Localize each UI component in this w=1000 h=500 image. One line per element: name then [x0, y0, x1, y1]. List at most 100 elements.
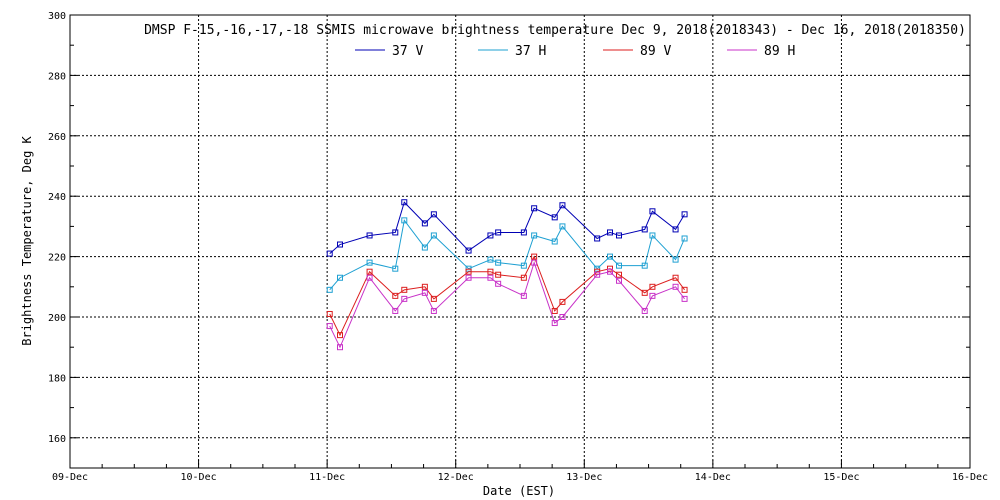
x-axis-label: Date (EST) — [483, 484, 555, 498]
data-point — [401, 217, 408, 224]
data-point — [607, 253, 613, 260]
data-point — [366, 259, 373, 266]
data-point — [551, 307, 558, 314]
data-point — [649, 283, 656, 290]
data-point — [421, 289, 428, 296]
data-point — [430, 232, 437, 239]
series-37-h — [326, 217, 688, 293]
data-point — [430, 211, 437, 218]
data-point — [487, 256, 494, 263]
axis-ticks: 160 180 200 220 240 260 280 300 09-Dec 10-Dec 11-D… — [48, 11, 988, 483]
series-group — [326, 199, 688, 351]
data-point — [337, 332, 343, 339]
data-point — [401, 286, 408, 293]
data-point — [337, 241, 343, 248]
data-point — [465, 247, 472, 254]
data-point — [465, 274, 472, 281]
data-point — [520, 229, 527, 236]
y-tick-label: 300 — [48, 11, 66, 22]
data-point — [672, 256, 679, 263]
y-tick-label: 180 — [48, 373, 66, 384]
data-point — [649, 292, 656, 299]
data-point — [520, 292, 527, 299]
series-89-v — [326, 253, 688, 339]
y-tick-label: 280 — [48, 71, 66, 82]
data-point — [531, 205, 538, 212]
data-point — [616, 271, 622, 278]
legend-label: 37 V — [392, 44, 423, 59]
x-tick-label: 09-Dec — [52, 472, 88, 483]
data-point — [594, 235, 601, 242]
data-point — [681, 286, 688, 293]
data-point — [616, 277, 622, 284]
data-point — [337, 274, 343, 281]
data-point — [531, 253, 538, 260]
series-line — [329, 219, 686, 291]
data-point — [430, 307, 437, 314]
data-point — [495, 259, 502, 266]
x-tick-label: 14-Dec — [695, 472, 731, 483]
data-point — [465, 265, 472, 272]
data-point — [401, 199, 408, 206]
grid-lines — [70, 15, 970, 468]
data-point — [607, 268, 613, 275]
data-point — [531, 259, 538, 266]
data-point — [392, 292, 399, 299]
data-point — [326, 310, 333, 317]
y-tick-label: 260 — [48, 132, 66, 143]
data-point — [649, 208, 656, 215]
data-point — [559, 202, 566, 209]
data-point — [465, 268, 472, 275]
series-89-h — [326, 259, 688, 351]
data-point — [649, 232, 656, 239]
data-point — [551, 238, 558, 245]
series-line — [329, 201, 686, 254]
series-line — [329, 261, 685, 349]
x-tick-label: 11-Dec — [309, 472, 345, 483]
data-point — [421, 220, 428, 227]
data-point — [641, 289, 648, 296]
data-point — [641, 226, 648, 233]
data-point — [551, 214, 558, 221]
data-point — [487, 232, 494, 239]
data-point — [487, 268, 494, 275]
data-point — [607, 229, 613, 236]
data-point — [672, 226, 679, 233]
data-point — [401, 295, 408, 302]
data-point — [326, 286, 333, 293]
y-tick-label: 160 — [48, 434, 66, 445]
y-axis-label: Brightness Temperature, Deg K — [20, 135, 34, 345]
data-point — [520, 262, 527, 269]
data-point — [392, 307, 399, 314]
data-point — [366, 232, 373, 239]
data-point — [672, 274, 679, 281]
data-point — [495, 229, 502, 236]
data-point — [594, 271, 601, 278]
data-point — [495, 271, 502, 278]
y-tick-label: 220 — [48, 253, 66, 264]
data-point — [326, 250, 333, 257]
data-point — [495, 280, 502, 287]
data-point — [616, 232, 622, 239]
data-point — [641, 307, 648, 314]
x-tick-label: 10-Dec — [181, 472, 217, 483]
data-point — [520, 274, 527, 281]
data-point — [594, 268, 601, 275]
data-point — [392, 229, 399, 236]
data-point — [326, 323, 333, 330]
data-point — [559, 314, 566, 320]
data-point — [681, 235, 688, 242]
legend: 37 V 37 H 89 V 89 H — [355, 44, 795, 59]
x-tick-label: 12-Dec — [438, 472, 474, 483]
data-point — [487, 274, 494, 281]
data-point — [531, 232, 538, 239]
data-point — [594, 265, 601, 272]
y-tick-label: 240 — [48, 192, 66, 203]
data-point — [430, 295, 437, 302]
legend-label: 89 V — [640, 44, 671, 59]
data-point — [641, 262, 648, 269]
data-point — [559, 298, 566, 305]
data-point — [392, 265, 399, 272]
x-tick-label: 16-Dec — [952, 472, 988, 483]
